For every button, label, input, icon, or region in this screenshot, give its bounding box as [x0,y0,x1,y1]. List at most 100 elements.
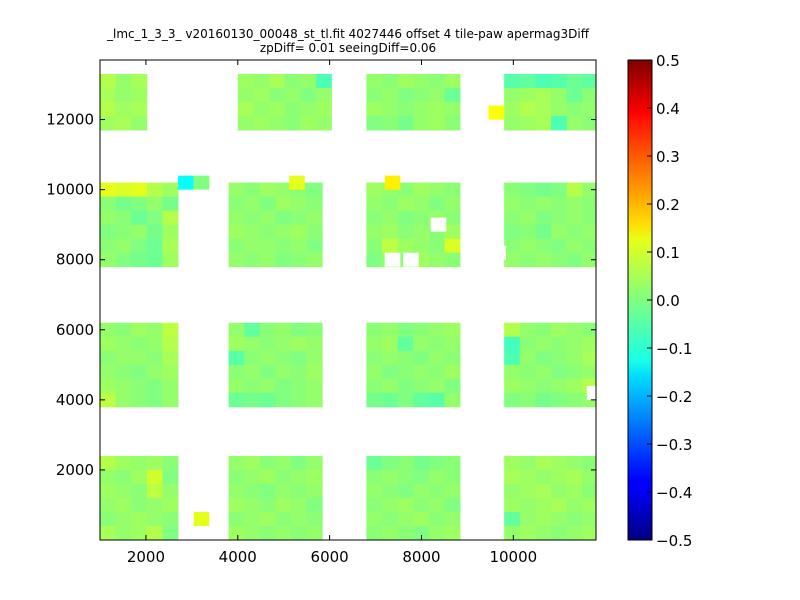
heatmap-cell [146,392,163,408]
heatmap-cell [193,511,210,526]
heatmap-cell [146,196,163,212]
heatmap-cell [504,511,521,527]
heatmap-cell [100,116,117,131]
heatmap-cell [366,116,383,131]
heatmap-cell [115,252,132,268]
heatmap-cell [244,238,261,254]
heatmap-cell [237,88,254,103]
heatmap-cell [259,350,276,366]
heatmap-cell [582,88,597,103]
heatmap-cell [535,252,552,268]
heatmap-cell [519,102,536,117]
heatmap-cell [306,238,323,254]
heatmap-cell [566,455,583,471]
heatmap-cell [131,378,148,394]
heatmap-cell [428,74,445,89]
heatmap-cell [413,378,430,394]
heatmap-cell [381,102,398,117]
heatmap-cell [413,238,430,254]
heatmap-cell [582,210,597,226]
heatmap-cell [504,350,521,366]
heatmap-cell [566,224,583,240]
heatmap-cell [444,525,461,541]
heatmap-cell [259,469,276,485]
heatmap-cell [244,350,261,366]
heatmap-cell [275,210,292,226]
heatmap-cell [444,392,461,408]
x-tick-label: 8000 [402,548,440,566]
heatmap-cell [291,322,308,338]
heatmap-cell [550,392,568,408]
heatmap-cell [115,525,132,541]
heatmap-cell [582,238,597,254]
heatmap-cell [228,364,245,380]
heatmap-cell [550,238,568,254]
heatmap-cell [291,392,308,408]
heatmap-cell [381,378,398,394]
heatmap-cell [519,196,536,212]
heatmap-cell [306,322,323,338]
heatmap-cell [582,102,597,117]
heatmap-cell [291,252,308,268]
heatmap-cell [413,364,430,380]
heatmap-cell [397,74,414,89]
heatmap-cell [428,364,445,380]
heatmap-cell [519,455,536,471]
heatmap-cell [413,483,430,499]
heatmap-cell [413,511,430,527]
heatmap-cell [366,336,383,352]
heatmap-cell [275,322,292,338]
heatmap-cell [162,182,179,198]
heatmap-cell [582,364,597,380]
heatmap-cell [535,182,552,198]
heatmap-cell [535,483,552,499]
heatmap-cell [504,525,521,541]
heatmap-cell [306,392,323,408]
x-axis: 2000 4000 6000 8000 10000 [127,60,537,566]
heatmap-cell [566,483,583,499]
heatmap-cell [162,224,179,240]
heatmap-cell [444,350,461,366]
heatmap-cell [397,102,414,117]
heatmap-cell [228,196,245,212]
colorbar-tick-label: −0.5 [656,532,692,550]
heatmap-cell [100,455,117,471]
colorbar-tick-label: 0.2 [656,196,680,214]
heatmap-cell [100,497,117,513]
heatmap-cell [162,392,179,408]
heatmap-cell [115,497,132,513]
heatmap-cell [115,364,132,380]
heatmap-cell [566,102,583,117]
heatmap-cell [275,350,292,366]
heatmap-cell [504,252,521,268]
heatmap-cell [100,469,117,485]
heatmap-cell [381,88,398,103]
heatmap-cell [131,483,148,499]
heatmap-cell [428,102,445,117]
heatmap-cell [519,336,536,352]
heatmap-cell [306,252,323,268]
heatmap-cell [550,210,568,226]
heatmap-cell [566,392,583,408]
heatmap-cell [397,455,414,471]
heatmap-cell [269,74,286,89]
heatmap-cell [100,74,117,89]
heatmap-cell [550,364,568,380]
heatmap-cell [131,336,148,352]
heatmap-cell [259,511,276,527]
heatmap-cell [504,322,521,338]
heatmap-cell [237,74,254,89]
heatmap-cell [444,497,461,513]
heatmap-cell [100,224,117,240]
heatmap-cell [444,483,461,499]
heatmap-cell [444,469,461,485]
heatmap-cell [413,469,430,485]
heatmap-cell [535,116,552,131]
heatmap-cell [566,88,583,103]
heatmap-cell [504,238,521,254]
heatmap-cell [259,364,276,380]
heatmap-cell [428,511,445,527]
heatmap-cell [444,88,461,103]
heatmap-cell [444,364,461,380]
heatmap-cell [100,511,117,527]
